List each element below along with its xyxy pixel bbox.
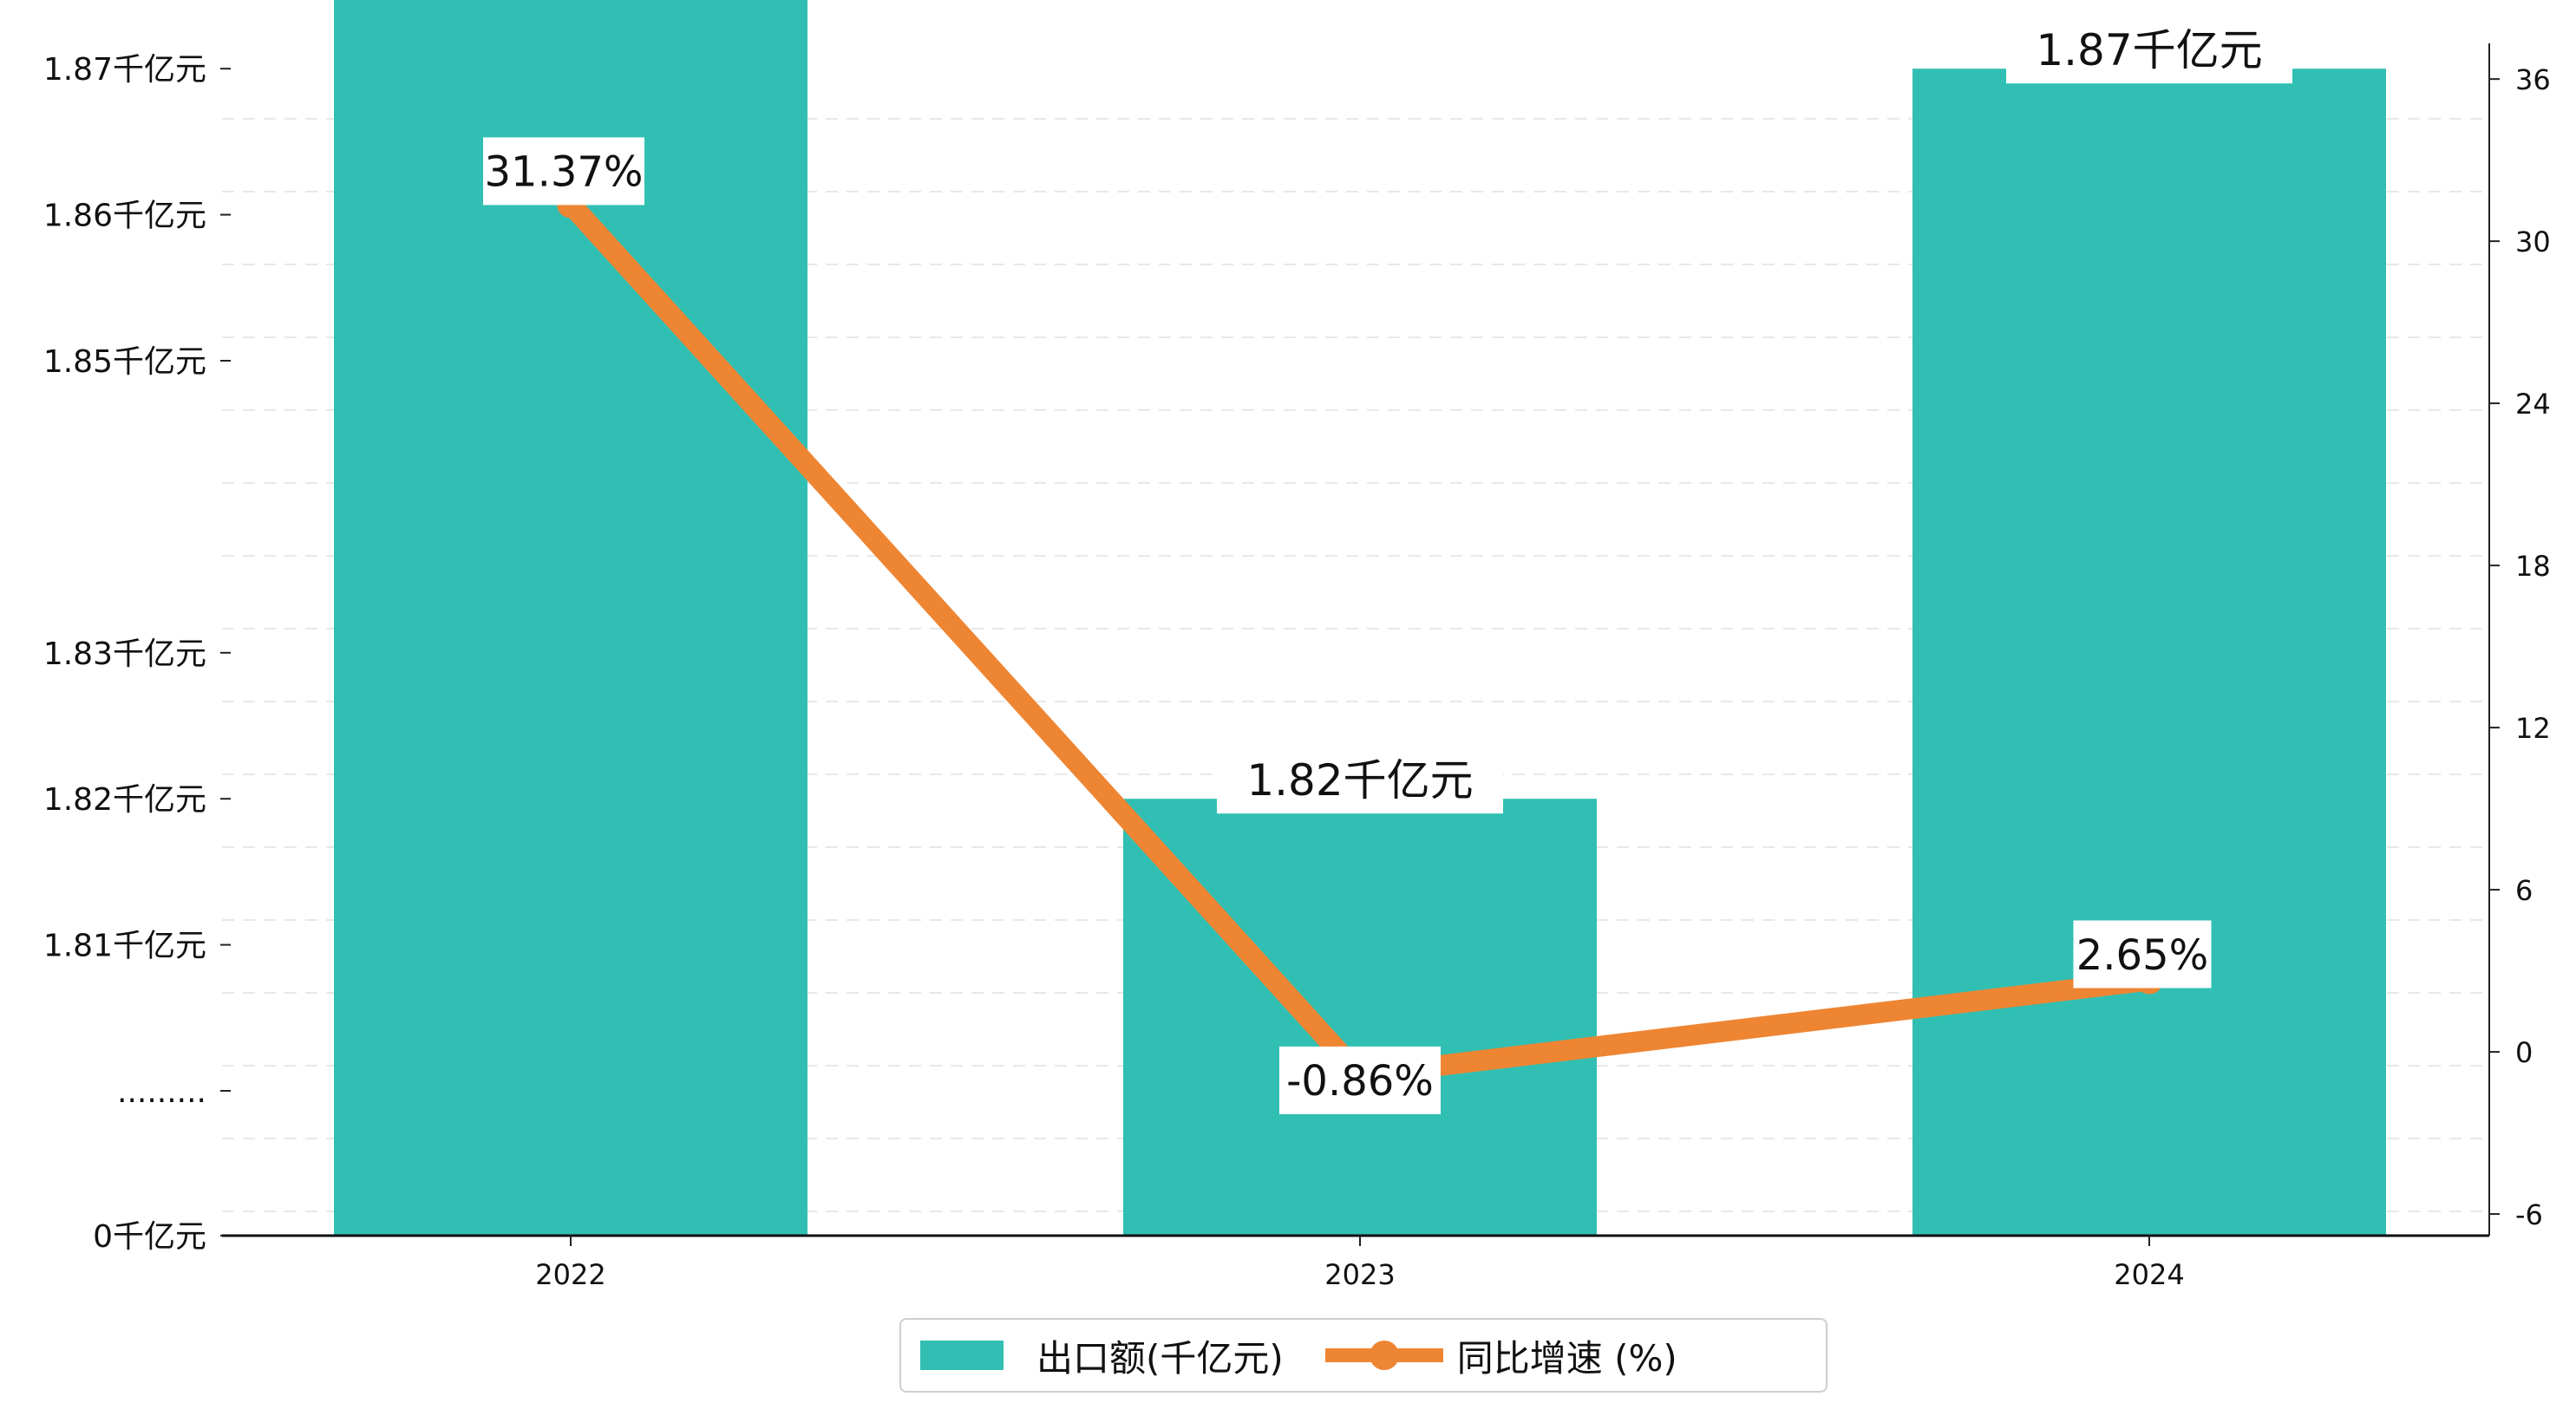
left-tick-label: 1.83千亿元 bbox=[43, 636, 206, 672]
data-label-box bbox=[2006, 16, 2292, 84]
data-label: 1.87千亿元 bbox=[2036, 25, 2262, 75]
right-tick-label: 18 bbox=[2515, 550, 2551, 583]
left-tick-label: ......... bbox=[117, 1074, 206, 1110]
data-label-box bbox=[2073, 920, 2212, 989]
right-tick-label: 12 bbox=[2515, 712, 2551, 745]
legend-export-label: 出口额(千亿元) bbox=[1036, 1336, 1284, 1380]
legend-line-swatch bbox=[1324, 1341, 1443, 1370]
right-tick-label: 30 bbox=[2515, 225, 2551, 258]
bar-2024 bbox=[1912, 69, 2386, 1237]
left-tick-label: 1.86千亿元 bbox=[43, 199, 206, 234]
legend: 出口额(千亿元) 同比增速 (%) bbox=[899, 1318, 1827, 1393]
right-tick-label: 6 bbox=[2515, 874, 2533, 907]
legend-item-export: 出口额(千亿元) bbox=[901, 1329, 1284, 1382]
data-label: 1.82千亿元 bbox=[1246, 755, 1473, 806]
data-label: -0.86% bbox=[1286, 1057, 1434, 1106]
bar-series bbox=[334, 0, 2386, 1237]
legend-growth-label: 同比增速 (%) bbox=[1456, 1336, 1677, 1380]
left-tick-label: 1.85千亿元 bbox=[43, 344, 206, 380]
data-label-box bbox=[1279, 1046, 1441, 1114]
left-tick-label: 1.81千亿元 bbox=[43, 929, 206, 964]
x-tick-label: 2024 bbox=[2114, 1258, 2184, 1291]
axes: 0千亿元......... 1.81千亿元 1.82千亿元 1.83千亿元 1.85千亿… bbox=[43, 43, 2551, 1291]
x-tick-label: 2022 bbox=[535, 1258, 605, 1291]
data-label-box bbox=[483, 137, 644, 206]
legend-item-growth: 同比增速 (%) bbox=[1284, 1329, 1677, 1382]
x-tick-label: 2023 bbox=[1324, 1258, 1395, 1291]
right-tick-label: 24 bbox=[2515, 388, 2551, 421]
right-tick-label: 36 bbox=[2515, 63, 2551, 96]
left-tick-label: 0千亿元 bbox=[93, 1219, 206, 1255]
right-tick-label: 0 bbox=[2515, 1036, 2533, 1069]
bar-2023 bbox=[1123, 799, 1597, 1236]
left-tick-label: 1.87千亿元 bbox=[43, 52, 206, 88]
right-tick-label: -6 bbox=[2515, 1198, 2543, 1231]
data-label: 2.65% bbox=[2076, 931, 2208, 980]
legend-bar-swatch bbox=[920, 1341, 1004, 1370]
data-label: 31.37% bbox=[484, 148, 643, 197]
data-label-box bbox=[1217, 746, 1503, 814]
left-tick-label: 1.82千亿元 bbox=[43, 782, 206, 818]
